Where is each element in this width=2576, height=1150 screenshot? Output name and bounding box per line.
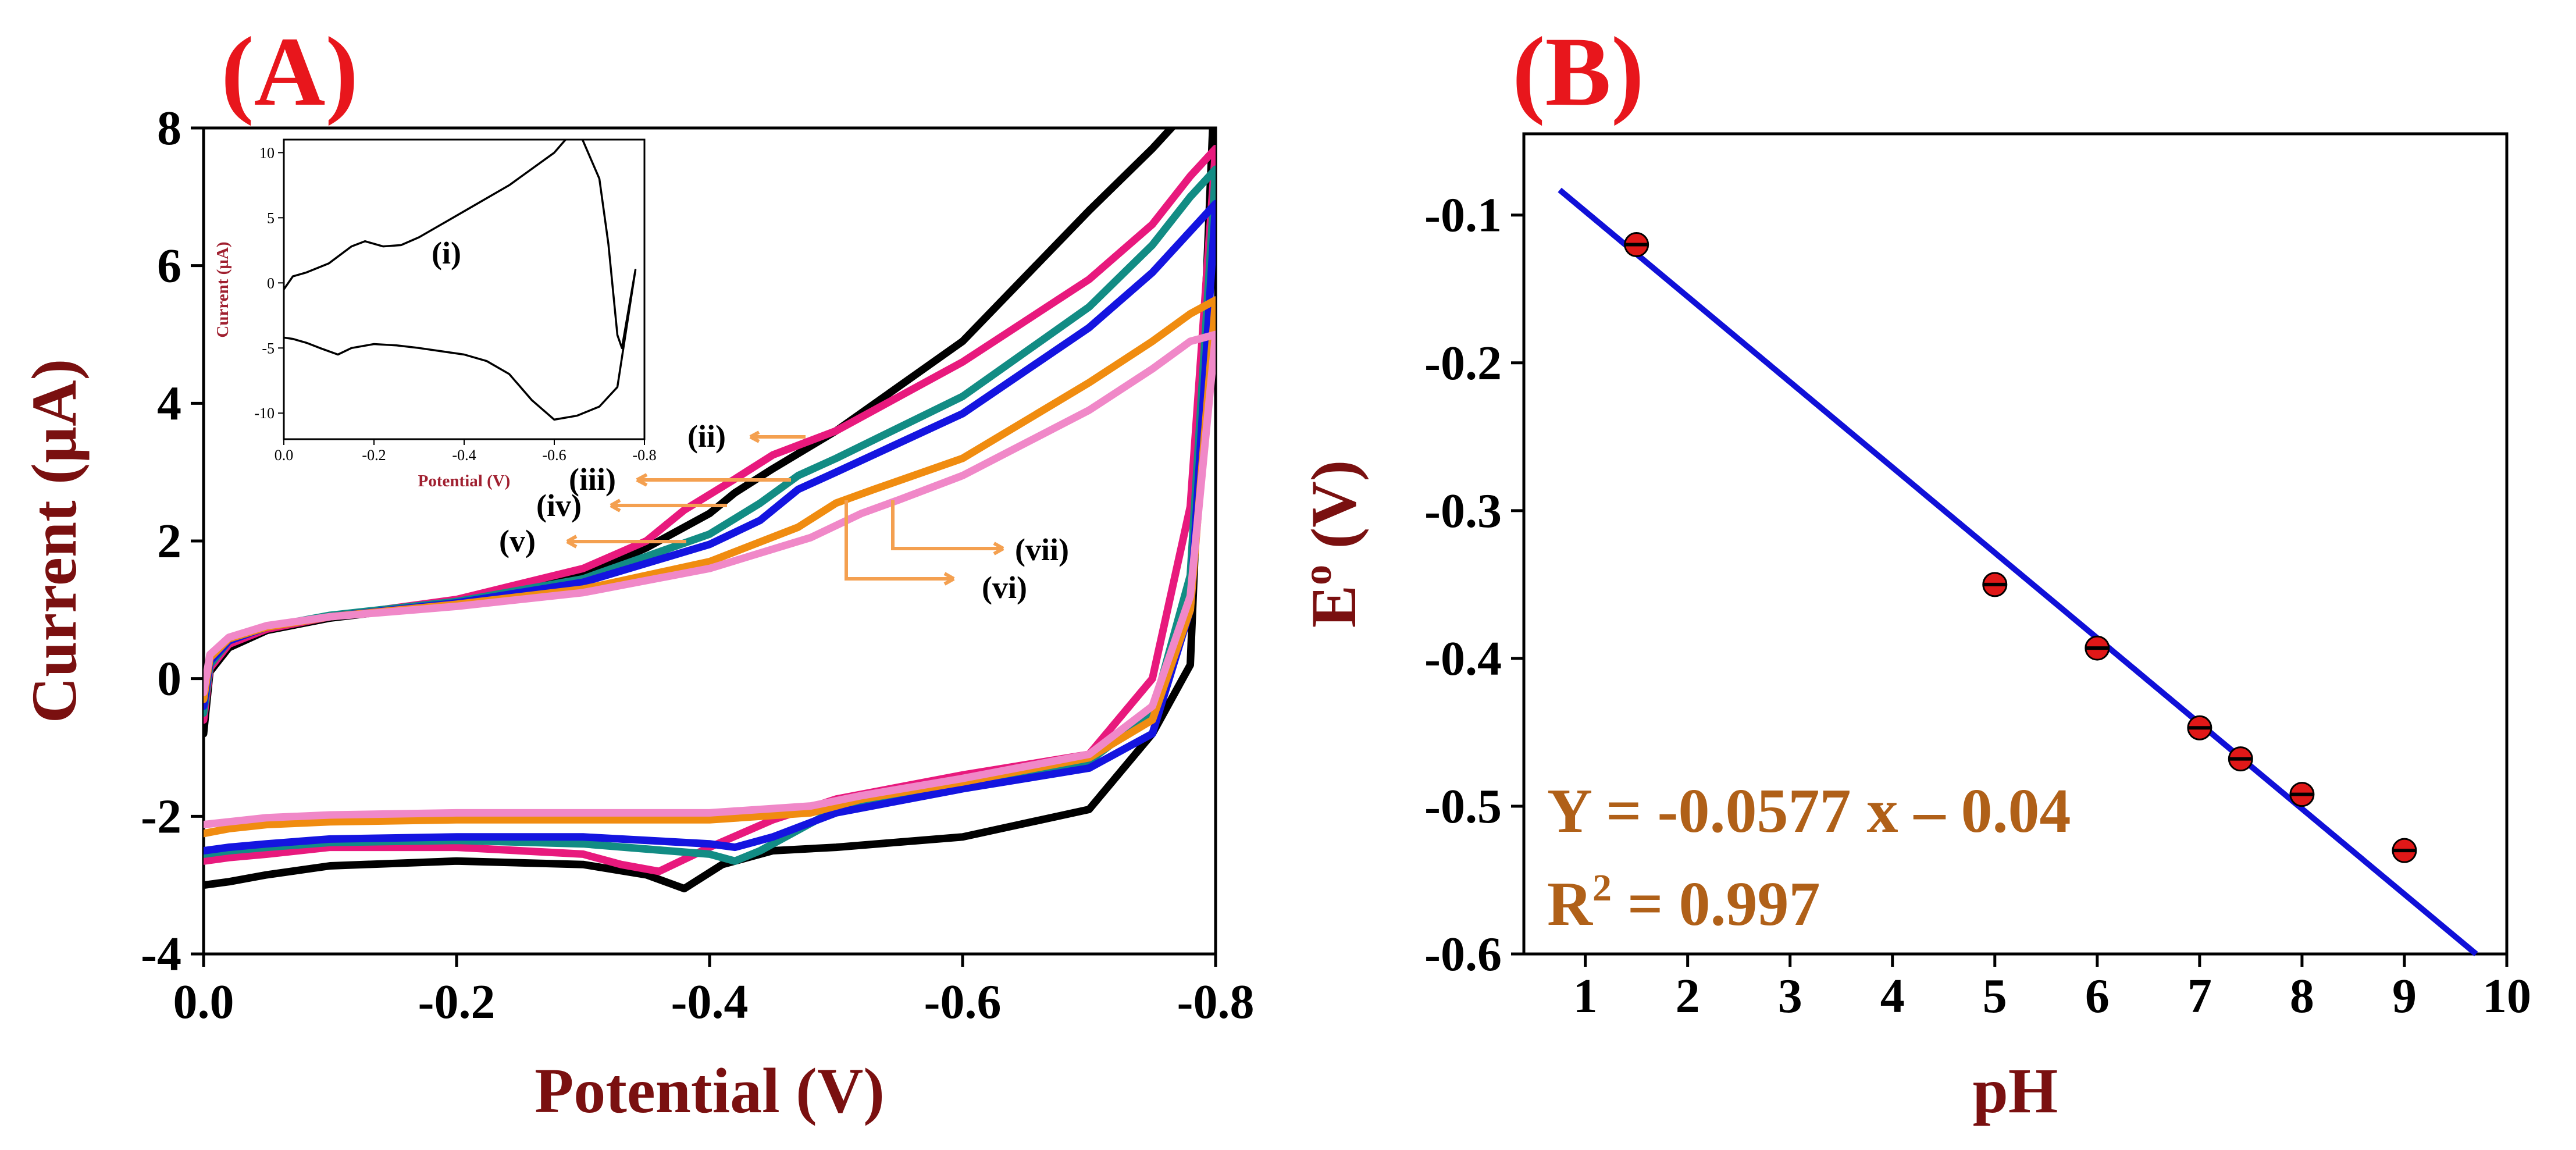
y-title-superscript: o [1295, 565, 1340, 585]
annotation-iii: (iii) [569, 462, 616, 497]
a-y-tick-label: -2 [141, 789, 181, 843]
a-y-tick-label: 2 [157, 514, 181, 568]
panel-a-series [204, 128, 1216, 893]
r2-value: = 0.997 [1612, 870, 1820, 939]
b-x-tick-label: 8 [2290, 969, 2314, 1023]
panel-b-plot-frame [1522, 132, 2509, 956]
b-x-tick-label: 6 [2085, 969, 2110, 1023]
inset-y-tick-label: 5 [267, 209, 275, 226]
annotation-vi: (vi) [982, 570, 1027, 605]
b-x-tick-label: 9 [2392, 969, 2417, 1023]
inset-series [284, 140, 637, 421]
inset-y-axis-title: Current (µA) [213, 241, 232, 337]
b-y-tick-label: -0.5 [1424, 779, 1502, 834]
arrow-ii [749, 430, 806, 443]
y-title-main: E [1298, 585, 1369, 628]
panel-a-annotations [566, 430, 1004, 586]
arrow-vii [891, 500, 1004, 556]
r2-main: R [1547, 870, 1593, 939]
a-y-tick-label: 4 [157, 376, 181, 430]
b-x-tick-label: 5 [1983, 969, 2007, 1023]
panel-a-inset: 0.0 -0.2 -0.4 -0.6 -0.8 -10 -5 0 5 10 (i) Potenti… [213, 138, 657, 490]
a-y-tick-label: 8 [157, 101, 181, 155]
arrow-iv [610, 499, 727, 512]
b-y-tick-label: -0.3 [1424, 484, 1502, 538]
inset-x-tick-label: 0.0 [275, 447, 294, 464]
inset-y-tick-label: 0 [267, 275, 275, 291]
fit-equation: Y = -0.0577 x – 0.04 [1547, 777, 2071, 846]
inset-y-tick-label: 10 [259, 144, 275, 161]
inset-frame [283, 138, 646, 440]
b-x-tick-label: 3 [1778, 969, 1802, 1023]
a-y-tick-label: 0 [157, 652, 181, 706]
r2-superscript: 2 [1592, 867, 1612, 909]
b-x-tick-label: 7 [2187, 969, 2212, 1023]
panel-b-label: (B) [1512, 17, 1644, 126]
panel-b-y-axis-title: Eo (V) [1295, 460, 1369, 628]
a-x-tick-label: -0.4 [671, 975, 749, 1029]
a-x-tick-label: 0.0 [173, 975, 234, 1029]
panel-b: (B) 1 2 3 4 5 6 7 8 9 10-0.1-0.2-0.3-0.4-0.5-0.6 … [1295, 17, 2531, 1126]
b-y-tick-label: -0.6 [1424, 927, 1502, 981]
a-y-tick-label: 6 [157, 239, 181, 293]
inset-x-tick-label: -0.6 [542, 447, 566, 464]
arrow-iii [636, 473, 791, 487]
inset-annotation-i: (i) [432, 236, 461, 270]
inset-series-line [284, 140, 637, 421]
annotation-v: (v) [499, 524, 536, 558]
arrow-v [566, 535, 686, 549]
panel-b-ticks: 1 2 3 4 5 6 7 8 9 10 -0.1 -0.2 -0.3 -0.4 -0.5 -0.6 [1424, 188, 2531, 1023]
panel-b-points [1624, 232, 2417, 863]
annotation-iv: (iv) [536, 488, 582, 523]
a-y-tick-label: -4 [141, 927, 181, 981]
a-x-tick-label: -0.8 [1177, 975, 1255, 1029]
b-x-tick-label: 1 [1573, 969, 1598, 1023]
inset-x-tick-label: -0.2 [362, 447, 386, 464]
panel-a: (A) 0.0 -0.2 -0.4 -0.6 -0.8 -4 -2 0 2 4 6 8 (ii) (i… [19, 17, 1254, 1126]
arrow-vi [845, 500, 955, 586]
panel-a-label: (A) [221, 17, 358, 126]
b-x-tick-label: 10 [2482, 969, 2531, 1023]
fit-r-squared: R2 = 0.997 [1547, 867, 1820, 939]
inset-x-tick-label: -0.4 [452, 447, 476, 464]
panel-a-y-axis-title: Current (µA) [19, 359, 90, 723]
annotation-ii: (ii) [687, 419, 726, 454]
b-y-tick-label: -0.4 [1424, 632, 1502, 686]
panel-a-ticks: 0.0 -0.2 -0.4 -0.6 -0.8 -4 -2 0 2 4 6 8 [141, 101, 1254, 1029]
b-y-tick-label: -0.2 [1424, 336, 1502, 390]
b-x-tick-label: 2 [1676, 969, 1700, 1023]
inset-x-tick-label: -0.8 [632, 447, 656, 464]
inset-ticks: 0.0 -0.2 -0.4 -0.6 -0.8 -10 -5 0 5 10 [254, 144, 656, 464]
inset-y-tick-label: -5 [262, 340, 275, 357]
panel-a-x-axis-title: Potential (V) [535, 1055, 885, 1126]
b-y-tick-label: -0.1 [1424, 188, 1502, 243]
a-x-tick-label: -0.2 [418, 975, 496, 1029]
inset-y-tick-label: -10 [254, 405, 275, 422]
panel-b-fit [1558, 187, 2478, 956]
cv-series-line [204, 330, 1216, 828]
y-title-unit: (V) [1298, 460, 1369, 565]
annotation-vii: (vii) [1015, 532, 1069, 567]
b-x-tick-label: 4 [1880, 969, 1905, 1023]
panel-b-x-axis-title: pH [1973, 1055, 2058, 1126]
fit-line [1558, 187, 2478, 956]
inset-x-axis-title: Potential (V) [418, 472, 511, 490]
a-x-tick-label: -0.6 [924, 975, 1002, 1029]
